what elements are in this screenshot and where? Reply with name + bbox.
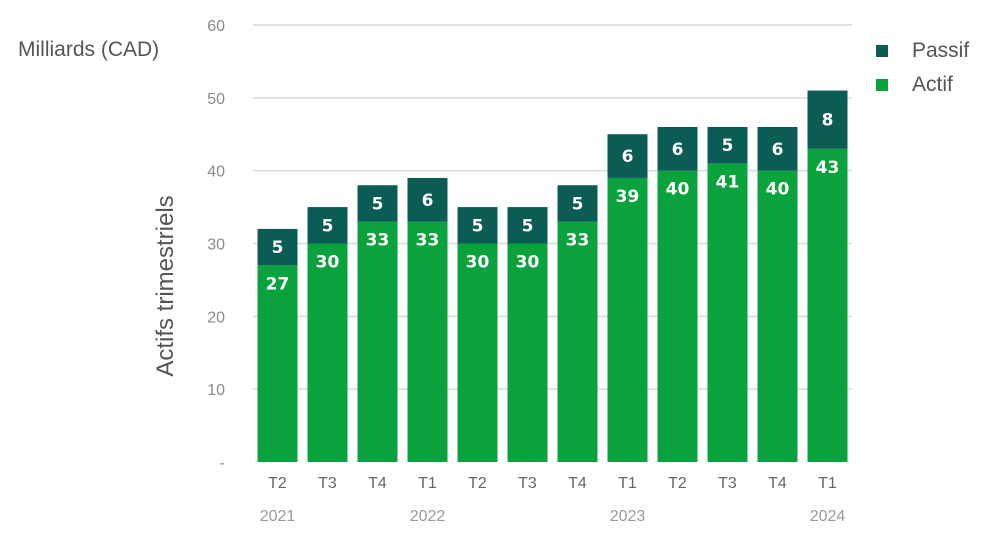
bar-passif [757, 126, 798, 171]
bar-actif [307, 243, 348, 462]
y-tick-label: 10 [207, 382, 225, 399]
y-axis-label: Actifs trimestriels [152, 195, 179, 377]
data-label-passif: 5 [572, 194, 584, 214]
data-label-actif: 33 [566, 231, 590, 251]
data-label-actif: 40 [666, 180, 690, 200]
x-tick-label: T2 [268, 475, 287, 492]
data-label-passif: 6 [772, 140, 784, 160]
x-tick-label: T3 [718, 475, 737, 492]
bar-actif [607, 177, 648, 462]
bar-passif [657, 126, 698, 171]
x-tick-label: T1 [818, 475, 837, 492]
bar-actif [707, 163, 748, 462]
legend-label-passif: Passif [912, 39, 970, 62]
data-label-passif: 6 [622, 147, 634, 167]
bar-actif [407, 221, 448, 462]
data-label-passif: 6 [672, 140, 684, 160]
y-tick-label: 20 [207, 309, 225, 326]
x-tick-label: T1 [618, 475, 637, 492]
data-label-passif: 5 [722, 136, 734, 156]
bar-actif [657, 170, 698, 462]
legend-label-actif: Actif [912, 73, 953, 96]
data-label-actif: 30 [316, 253, 340, 273]
y-tick-label: 40 [207, 164, 225, 181]
unit-label: Milliards (CAD) [18, 38, 160, 61]
year-label: 2023 [610, 508, 646, 525]
bar-actif [457, 243, 498, 462]
year-label: 2021 [260, 508, 296, 525]
bar-passif [257, 228, 298, 266]
data-label-passif: 5 [472, 216, 484, 236]
x-tick-label: T1 [418, 475, 437, 492]
data-label-actif: 43 [816, 158, 840, 178]
x-tick-label: T4 [568, 475, 587, 492]
x-tick-label: T4 [768, 475, 787, 492]
x-tick-label: T2 [668, 475, 687, 492]
data-label-actif: 41 [716, 172, 740, 192]
bar-actif [257, 265, 298, 462]
data-label-passif: 8 [822, 111, 834, 131]
bar-passif [307, 207, 348, 244]
data-label-actif: 27 [266, 274, 290, 294]
data-label-passif: 5 [322, 216, 334, 236]
bar-actif [807, 148, 848, 463]
bar-passif [707, 126, 748, 164]
legend-item-passif: Passif [876, 34, 969, 68]
data-label-passif: 5 [372, 194, 384, 214]
bar-passif [807, 90, 848, 149]
y-tick-label: 30 [207, 237, 225, 254]
bar-passif [557, 185, 598, 222]
bar-passif [507, 207, 548, 244]
data-label-passif: 5 [272, 238, 284, 258]
bar-actif [757, 170, 798, 462]
data-label-actif: 30 [516, 253, 540, 273]
x-tick-label: T3 [518, 475, 537, 492]
bar-passif [607, 134, 648, 178]
legend: Passif Actif [876, 34, 969, 102]
bar-passif [407, 177, 448, 222]
data-label-actif: 30 [466, 253, 490, 273]
year-label: 2024 [810, 508, 846, 525]
bar-actif [357, 221, 398, 462]
bar-passif [457, 207, 498, 244]
data-label-actif: 33 [416, 231, 440, 251]
bar-actif [507, 243, 548, 462]
data-label-passif: 5 [522, 216, 534, 236]
legend-swatch-actif [876, 79, 888, 91]
y-tick-label: 50 [207, 91, 225, 108]
data-label-actif: 33 [366, 231, 390, 251]
year-label: 2022 [410, 508, 446, 525]
x-tick-label: T4 [368, 475, 387, 492]
data-label-actif: 40 [766, 180, 790, 200]
y-tick-label: 60 [207, 18, 225, 35]
bar-actif [557, 221, 598, 462]
legend-item-actif: Actif [876, 68, 969, 102]
data-label-passif: 6 [422, 191, 434, 211]
x-tick-label: T3 [318, 475, 337, 492]
data-label-actif: 39 [616, 187, 640, 207]
x-tick-label: T2 [468, 475, 487, 492]
bar-passif [357, 185, 398, 222]
legend-swatch-passif [876, 45, 888, 57]
y-tick-label: - [220, 455, 225, 472]
